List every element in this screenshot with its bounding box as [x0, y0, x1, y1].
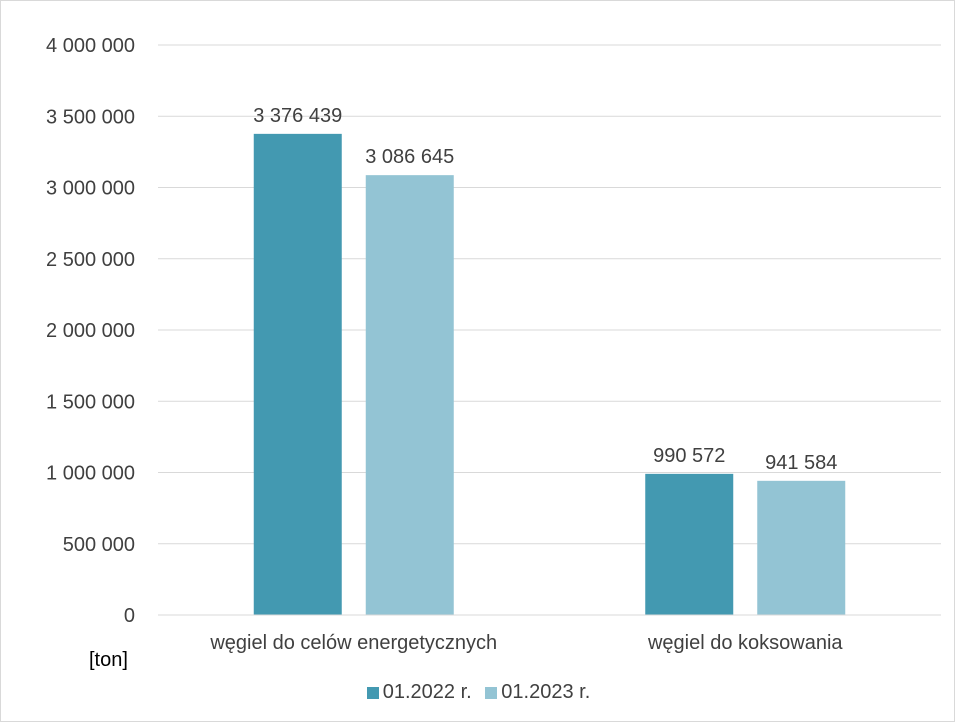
y-tick-label: 3 000 000	[46, 178, 135, 200]
bar-1-cat-2	[645, 473, 734, 615]
legend-item-series-2: 01.2023 r.	[485, 681, 590, 704]
y-tick-label: 500 000	[63, 534, 135, 556]
y-tick-label: 2 000 000	[46, 320, 135, 342]
legend-item-series-1: 01.2022 r.	[366, 681, 472, 704]
y-tick-label: 4 000 000	[46, 35, 135, 57]
bar-1-cat-1	[253, 133, 342, 616]
bar-2-cat-1	[365, 175, 454, 616]
x-category-label: węgiel do celów energetycznych	[209, 632, 497, 654]
y-tick-label: 1 500 000	[46, 391, 135, 413]
y-tick-label: 3 500 000	[46, 106, 135, 128]
legend: 01.2022 r. 01.2023 r.	[1, 681, 955, 705]
y-tick-label: 1 000 000	[46, 463, 135, 485]
data-label: 941 584	[765, 452, 837, 474]
bar-2-cat-2	[757, 480, 846, 615]
data-label: 3 086 645	[365, 146, 454, 168]
legend-swatch-series-1	[366, 686, 379, 699]
x-category-label: węgiel do koksowania	[647, 632, 843, 654]
data-label: 990 572	[653, 445, 725, 467]
y-tick-label: 0	[124, 605, 135, 627]
y-tick-label: 2 500 000	[46, 249, 135, 271]
legend-swatch-series-2	[485, 686, 498, 699]
legend-label-series-2: 01.2023 r.	[501, 681, 591, 703]
data-label: 3 376 439	[253, 105, 342, 127]
y-axis-unit-label: [ton]	[89, 649, 128, 671]
legend-label-series-1: 01.2022 r.	[382, 681, 472, 703]
